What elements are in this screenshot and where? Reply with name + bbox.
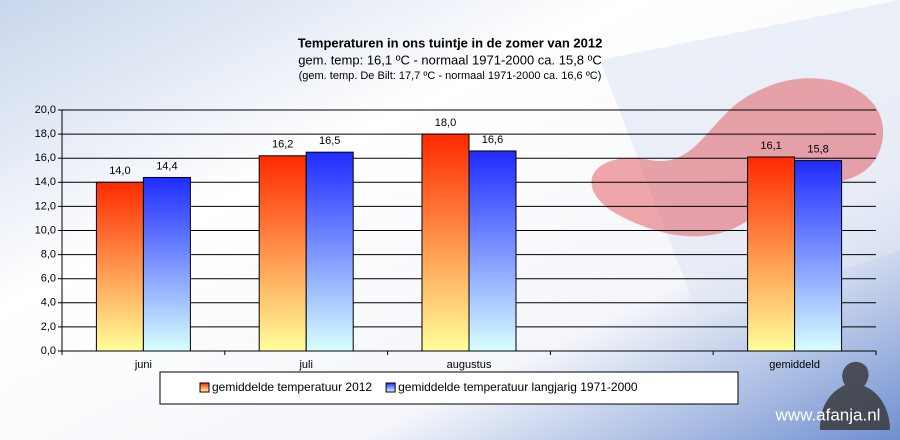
y-tick-label: 0,0 [41,345,56,357]
y-tick-label: 10,0 [35,224,56,236]
legend-swatch [199,382,210,393]
bar [95,181,144,352]
value-label: 16,1 [760,140,781,152]
y-tick-label: 4,0 [41,297,56,309]
chart-subtitle: gem. temp: 16,1 ºC - normaal 1971-2000 c… [298,52,602,67]
x-tick-label: juli [298,359,312,371]
x-tick-label: juni [134,359,152,371]
x-tick-label: gemiddeld [769,359,820,371]
y-tick-label: 18,0 [35,128,56,140]
y-tick-label: 20,0 [35,104,56,116]
y-tick-label: 14,0 [35,176,56,188]
bar [794,160,843,352]
value-label: 15,8 [807,144,828,156]
value-label: 14,0 [109,165,130,177]
watermark-figure [820,361,890,430]
value-label: 16,2 [272,139,293,151]
value-label: 18,0 [435,117,456,129]
bar [747,156,796,352]
x-tick-label: augustus [447,359,492,371]
bar [421,133,470,352]
y-tick-label: 12,0 [35,200,56,212]
y-tick-label: 6,0 [41,273,56,285]
legend-label: gemiddelde temperatuur langjarig 1971-20… [398,380,638,394]
bar [305,151,354,352]
legend-label: gemiddelde temperatuur 2012 [212,380,372,394]
bar [468,150,517,352]
value-label: 16,6 [482,134,503,146]
value-label: 16,5 [319,135,340,147]
y-tick-label: 2,0 [41,321,56,333]
value-label: 14,4 [156,160,177,172]
bar [142,176,191,352]
legend-swatch [385,382,396,393]
y-tick-label: 16,0 [35,152,56,164]
y-tick-label: 8,0 [41,249,56,261]
decoration-heart [591,78,884,237]
legend-box [159,371,739,405]
chart-title: Temperaturen in ons tuintje in de zomer … [298,35,603,50]
watermark: www.afanja.nl [775,405,881,424]
bar [258,155,307,352]
chart-note: (gem. temp. De Bilt: 17,7 ºC - normaal 1… [299,70,602,82]
